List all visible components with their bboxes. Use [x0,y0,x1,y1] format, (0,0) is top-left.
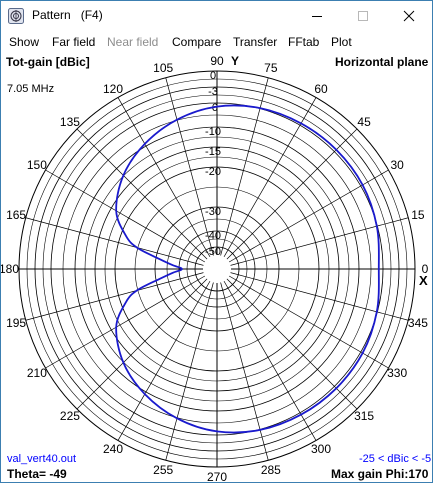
menu-show[interactable]: Show [9,35,40,49]
radial-label: -3 [208,86,218,98]
x-axis-marker: X [419,273,428,288]
angle-label: 315 [354,409,374,423]
y-axis-label: Y [231,54,239,68]
plot-header-right: Horizontal plane [335,55,429,69]
menu-transfer[interactable]: Transfer [233,35,278,49]
theta-label: Theta= -49 [7,467,67,481]
angle-label: 240 [103,442,123,456]
radial-labels: 0-3-6-10-15-20-30-40-50 [205,70,221,258]
angle-labels: 0 15 30 45 60 75 90 105 120 135 150 165 180 195 210 225… [0,54,429,484]
polar-chart: 0 15 30 45 60 75 90 105 120 135 150 165 180 195 210 225… [0,54,429,484]
grid-spoke [25,272,204,321]
grid-spoke [226,278,358,410]
angle-label: 225 [60,409,80,423]
angle-label: 150 [27,158,47,172]
angle-label: 45 [357,115,371,129]
menu-compare[interactable]: Compare [172,35,222,49]
grid-spoke [45,169,206,263]
angle-label: 180 [1,262,19,276]
grid-spoke [45,275,206,369]
angle-label: 285 [261,463,281,477]
angle-label: 15 [411,208,425,222]
angle-label: 165 [6,208,26,222]
angle-label: 60 [314,82,328,96]
radial-label: -20 [205,166,221,178]
grid-spoke [230,217,409,266]
pattern-plot-area[interactable]: 0 15 30 45 60 75 90 105 120 135 150 165 180 195 210 225… [0,53,432,484]
radial-label: 0 [210,70,216,82]
grid-spoke [223,280,317,441]
minimize-button[interactable] [294,1,340,31]
angle-label: 75 [264,61,278,75]
maximize-button[interactable] [340,1,386,31]
grid-spoke [220,77,269,256]
radial-label: -40 [205,230,221,242]
grid-spoke [223,97,317,258]
app-icon [8,8,24,24]
x-axis-label: X [419,273,428,288]
menu-fftab[interactable]: FFtab [288,35,320,49]
grid-spoke [117,280,211,441]
grid-spoke [165,282,214,461]
grid-spoke [25,217,204,266]
grid-spoke [165,77,214,256]
grid-spoke [228,275,389,369]
angle-label: 255 [153,463,173,477]
angle-label: 300 [311,442,331,456]
angle-label: 210 [27,366,47,380]
angle-label: 105 [153,61,173,75]
radial-label: -30 [205,206,221,218]
gain-pattern-line [115,104,380,434]
max-gain-label: Max gain Phi:170 [331,467,429,481]
file-name-label: val_vert40.out [7,453,77,465]
angle-label: 345 [408,316,428,330]
grid-spoke [76,128,208,260]
minimize-icon [312,16,322,17]
menu-plot[interactable]: Plot [331,35,352,49]
grid-spoke [117,97,211,258]
menu-far-field[interactable]: Far field [52,35,96,49]
radial-label: -10 [205,126,221,138]
angle-label: 135 [60,115,80,129]
angle-label: 0 [422,262,429,276]
angle-label: 330 [387,366,407,380]
grid-spoke [228,169,389,263]
angle-label: 270 [207,470,227,482]
maximize-icon [358,11,368,21]
grid-spoke [76,278,208,410]
frequency-label: 7.05 MHz [7,83,55,95]
grid-spoke [226,128,358,260]
angle-label: 120 [103,82,123,96]
grid-spoke [220,282,269,461]
range-label: -25 < dBic < -5 [359,453,432,465]
menu-near-field[interactable]: Near field [107,35,159,49]
close-icon [403,10,415,22]
menu-bar: Show Far field Near field Compare Transf… [1,31,432,53]
radial-label: -50 [205,246,221,258]
plot-header-left: Tot-gain [dBic] [6,55,90,69]
window-title: Pattern (F4) [32,8,103,22]
close-button[interactable] [386,1,432,31]
grid-spoke [230,272,409,321]
angle-label: 195 [6,316,26,330]
angle-label: 30 [390,158,404,172]
title-bar[interactable]: Pattern (F4) [1,1,432,31]
radial-label: -15 [205,146,221,158]
polar-grid [18,70,416,468]
angle-label: 90 [210,54,224,68]
